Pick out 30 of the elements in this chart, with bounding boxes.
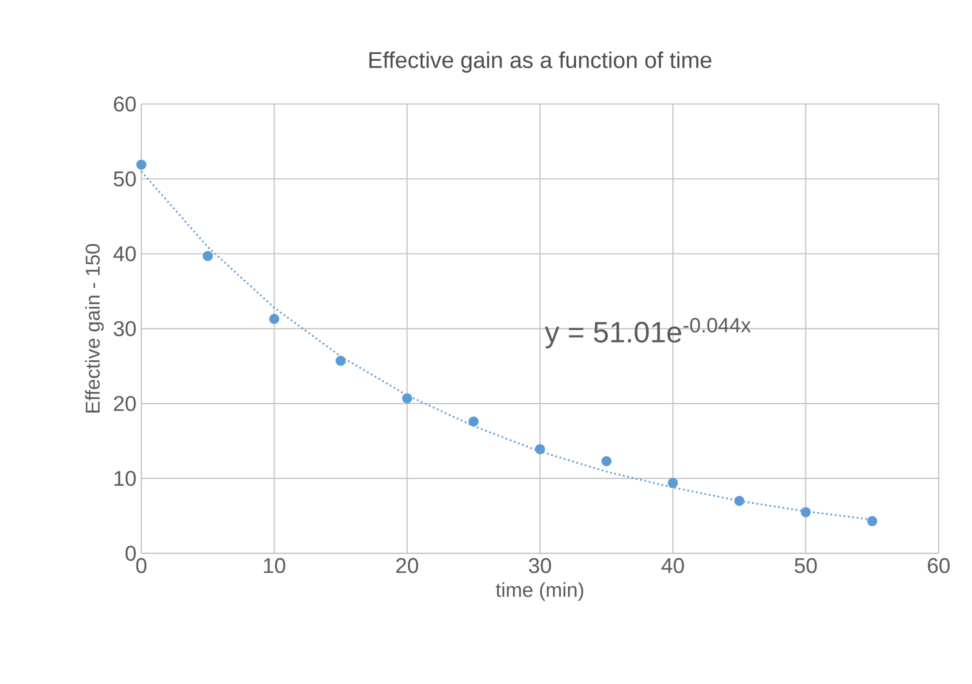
point	[800, 507, 811, 518]
x-tick-label: 40	[662, 558, 684, 574]
y-tick-label: 0	[126, 546, 136, 561]
x-tick-label: 50	[794, 558, 817, 574]
point	[136, 160, 146, 170]
point	[202, 250, 213, 262]
chart-title: Effective gain as a function of time	[369, 51, 712, 73]
x-tick-label: 60	[928, 558, 950, 574]
y-tick-label: 30	[114, 321, 136, 336]
point	[468, 416, 479, 427]
point	[867, 516, 878, 526]
x-tick-label: 30	[528, 558, 552, 574]
point	[734, 496, 744, 506]
y-tick-label: 50	[114, 171, 136, 186]
x-tick-label: 10	[264, 558, 286, 574]
y-tick-label: 20	[114, 396, 136, 412]
point	[269, 314, 280, 324]
y-tick-label: 10	[114, 470, 136, 486]
point	[534, 444, 546, 454]
x-axis-title: time (min)	[496, 582, 584, 601]
annotation: y = 51.01e$^{-0.044x}$	[544, 318, 751, 348]
point	[668, 478, 678, 488]
y-tick-label: 40	[113, 246, 136, 262]
y-axis-title: Effective gain - 150	[85, 244, 104, 412]
point	[601, 456, 612, 466]
point	[402, 393, 412, 404]
y-tick-label: 60	[114, 96, 136, 112]
x-tick-label: 20	[396, 558, 418, 574]
x-tick-label: 0	[136, 558, 146, 574]
point	[336, 356, 346, 366]
